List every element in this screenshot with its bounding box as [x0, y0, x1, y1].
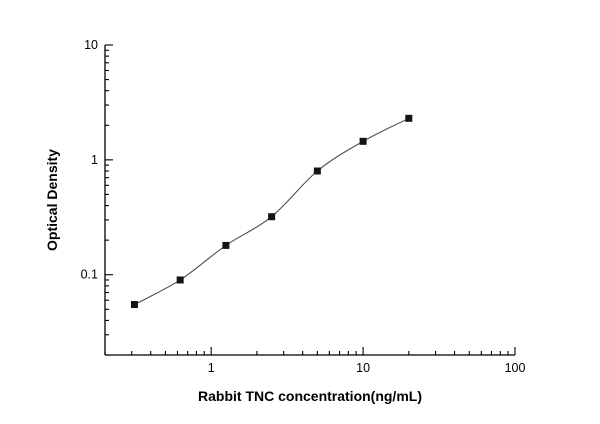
y-axis-label: Optical Density — [44, 149, 60, 251]
x-tick-label: 1 — [208, 361, 215, 375]
data-point-marker — [268, 213, 276, 221]
data-point-marker — [222, 241, 230, 249]
y-tick-label: 10 — [84, 38, 98, 52]
fit-curve — [134, 117, 410, 306]
x-axis-label: Rabbit TNC concentration(ng/mL) — [198, 388, 422, 404]
data-point-marker — [359, 137, 367, 145]
data-point-marker — [130, 301, 138, 309]
data-point-marker — [176, 276, 184, 284]
y-tick-label: 0.1 — [81, 268, 98, 282]
x-tick-label: 10 — [356, 361, 370, 375]
y-tick-label: 1 — [91, 153, 98, 167]
data-point-marker — [405, 114, 413, 122]
data-point-marker — [313, 167, 321, 175]
x-tick-label: 100 — [505, 361, 526, 375]
